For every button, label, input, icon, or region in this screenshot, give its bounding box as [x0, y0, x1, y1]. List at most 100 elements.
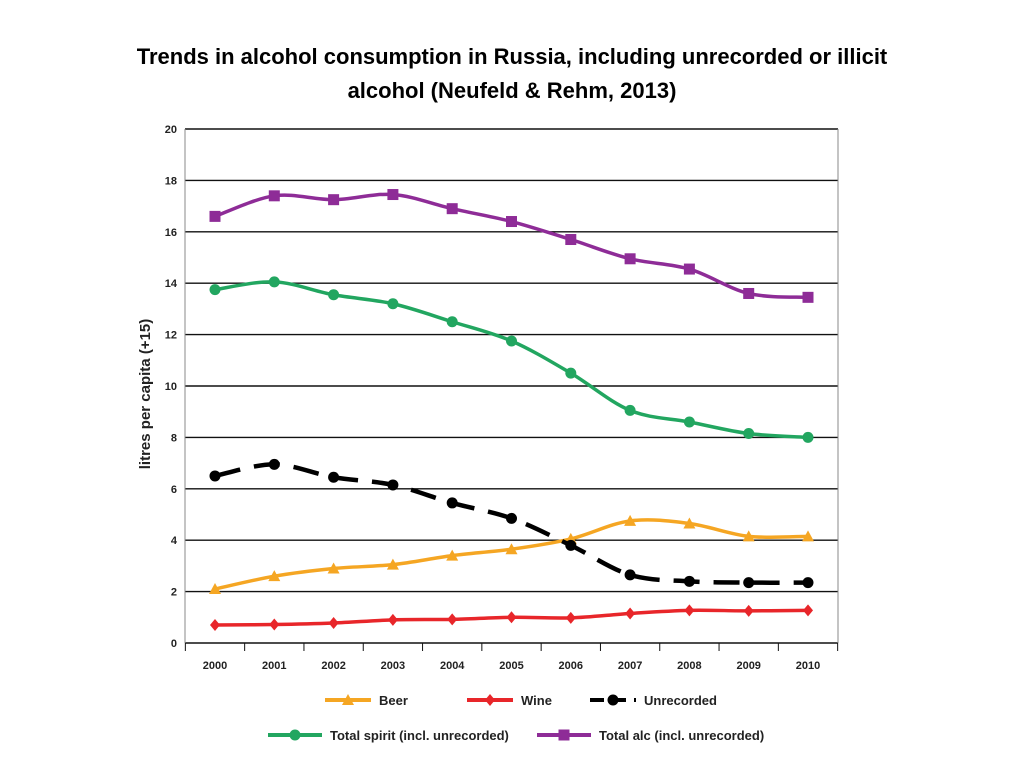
data-point: [802, 431, 814, 443]
data-point: [209, 284, 221, 296]
data-point: [269, 618, 280, 631]
x-tick-label: 2006: [559, 660, 583, 672]
series-line: [214, 192, 809, 300]
data-point: [446, 549, 459, 561]
y-tick-label: 16: [165, 227, 177, 239]
series-wine: [210, 604, 813, 632]
data-point: [387, 189, 399, 201]
data-point: [684, 604, 695, 617]
data-point: [506, 335, 517, 347]
legend-item: Unrecorded: [590, 693, 717, 708]
data-point: [802, 530, 814, 542]
data-point: [446, 316, 458, 328]
y-tick-label: 10: [165, 381, 177, 393]
data-point: [802, 291, 814, 303]
x-tick-label: 2010: [796, 660, 820, 672]
data-point: [683, 263, 695, 275]
data-point: [506, 611, 517, 624]
y-tick-label: 12: [165, 330, 177, 342]
y-tick-label: 14: [165, 278, 178, 290]
data-point: [506, 512, 517, 524]
data-point: [268, 276, 280, 288]
legend: Beer Wine Unrecorded Total spirit (incl. un…: [268, 693, 764, 743]
data-point: [802, 577, 814, 589]
legend-label: Beer: [379, 693, 408, 708]
data-point: [565, 234, 577, 246]
series-group: [209, 189, 814, 632]
data-point: [624, 253, 636, 265]
data-point: [565, 539, 577, 551]
x-tick-label: 2009: [736, 660, 760, 672]
y-tick-label: 4: [171, 535, 178, 547]
legend-item: Beer: [325, 693, 408, 708]
y-tick-label: 18: [165, 175, 177, 187]
data-point: [506, 216, 517, 228]
legend-marker: [342, 694, 354, 705]
chart-title: Trends in alcohol consumption in Russia,…: [0, 40, 1024, 108]
series-total-alc-incl-unrecorded: [209, 189, 814, 303]
data-point: [743, 287, 755, 299]
data-point: [328, 471, 340, 483]
data-point: [387, 479, 399, 491]
data-point: [683, 416, 695, 428]
legend-item: Wine: [467, 693, 552, 708]
series-unrecorded: [209, 458, 814, 589]
data-point: [209, 583, 221, 595]
data-point: [387, 613, 398, 626]
data-point: [505, 543, 518, 555]
data-point: [210, 619, 220, 632]
legend-item: Total spirit (incl. unrecorded): [268, 728, 509, 743]
legend-marker: [289, 729, 301, 741]
series-line: [214, 280, 809, 440]
data-point: [742, 530, 755, 542]
chart-title-line-1: Trends in alcohol consumption in Russia,…: [136, 44, 888, 69]
data-point: [328, 289, 340, 301]
data-point: [624, 404, 636, 416]
data-point: [209, 210, 221, 222]
data-point: [743, 577, 755, 589]
data-point: [328, 616, 339, 629]
data-point: [268, 458, 280, 470]
data-point: [624, 514, 637, 526]
legend-label: Wine: [521, 693, 552, 708]
series-total-spirit-incl-unrecorded: [209, 276, 814, 443]
data-point: [624, 569, 636, 581]
data-point: [743, 428, 755, 440]
x-tick-label: 2007: [618, 660, 642, 672]
data-point: [268, 190, 280, 202]
x-tick-label: 2001: [262, 660, 286, 672]
legend-label: Unrecorded: [644, 693, 717, 708]
data-point: [386, 558, 399, 570]
data-point: [387, 298, 399, 310]
y-tick-label: 20: [165, 124, 177, 136]
data-point: [565, 611, 576, 624]
legend-marker: [607, 694, 619, 706]
data-point: [803, 604, 813, 617]
x-tick-label: 2002: [321, 660, 345, 672]
x-tick-label: 2003: [381, 660, 405, 672]
axes: 0 2 4 6 8 10 12 14 16 18 20 2000 2001 2002 2003 2004 200…: [165, 124, 839, 672]
x-tick-label: 2004: [440, 660, 465, 672]
chart-title-line-2: alcohol (Neufeld & Rehm, 2013): [347, 78, 677, 103]
legend-marker: [558, 729, 570, 741]
data-point: [683, 575, 695, 587]
data-point: [565, 367, 577, 379]
x-tick-label: 2008: [677, 660, 701, 672]
data-point: [743, 604, 754, 617]
y-tick-label: 0: [171, 638, 177, 650]
data-point: [625, 607, 636, 620]
x-tick-label: 2000: [203, 660, 227, 672]
data-point: [209, 470, 221, 482]
data-point: [683, 517, 696, 529]
x-tick-label: 2005: [499, 660, 523, 672]
data-point: [446, 497, 458, 509]
legend-label: Total spirit (incl. unrecorded): [330, 728, 509, 743]
y-tick-label: 8: [171, 432, 177, 444]
legend-label: Total alc (incl. unrecorded): [599, 728, 764, 743]
data-point: [446, 203, 458, 215]
data-point: [268, 570, 281, 582]
y-axis-title: litres per capita (+15): [137, 319, 154, 469]
legend-marker: [485, 694, 495, 706]
data-point: [327, 562, 340, 574]
